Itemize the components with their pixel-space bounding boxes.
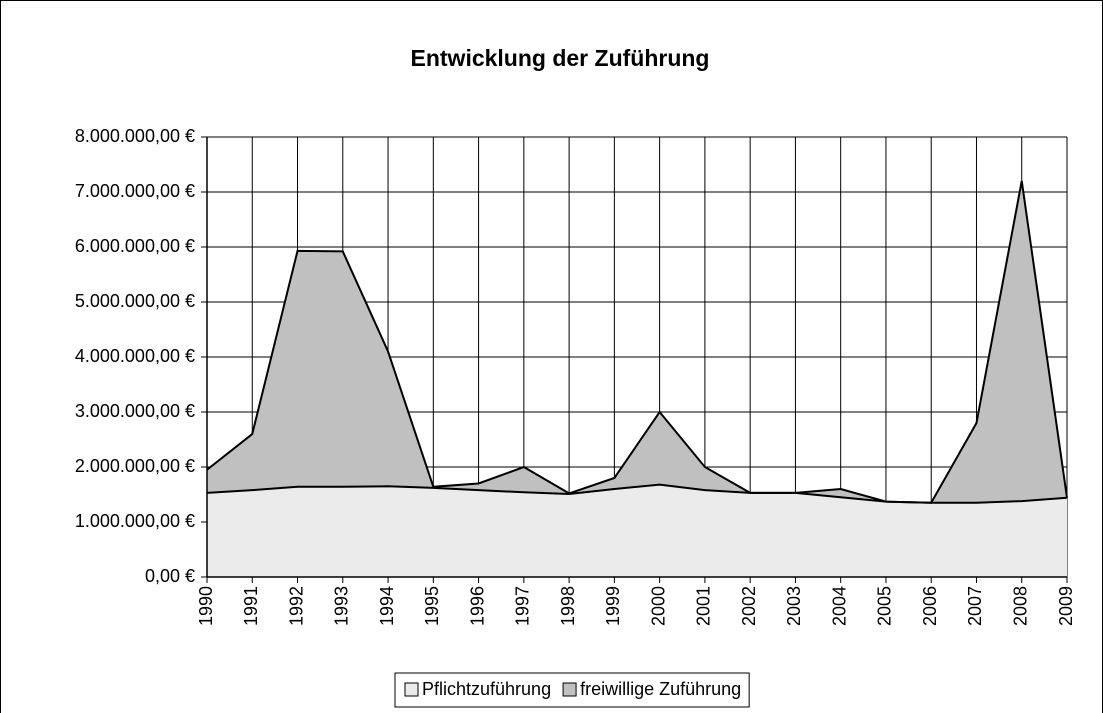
x-tick-label: 2004 (829, 586, 849, 626)
y-tick-label: 3.000.000,00 € (75, 401, 195, 421)
y-tick-label: 5.000.000,00 € (75, 291, 195, 311)
x-tick-label: 2009 (1056, 586, 1076, 626)
x-tick-label: 1995 (422, 586, 442, 626)
x-tick-label: 1994 (377, 586, 397, 626)
y-tick-label: 1.000.000,00 € (75, 511, 195, 531)
legend-swatch (562, 682, 577, 697)
y-tick-label: 8.000.000,00 € (75, 126, 195, 146)
x-tick-label: 1991 (241, 586, 261, 626)
legend-label: freiwillige Zuführung (580, 679, 741, 699)
x-tick-label: 2002 (739, 586, 759, 626)
x-tick-label: 1999 (603, 586, 623, 626)
x-tick-label: 2008 (1010, 586, 1030, 626)
x-tick-label: 1990 (196, 586, 216, 626)
y-tick-label: 4.000.000,00 € (75, 346, 195, 366)
x-tick-label: 2000 (648, 586, 668, 626)
x-tick-label: 1998 (558, 586, 578, 626)
area (207, 181, 1067, 503)
y-tick-label: 2.000.000,00 € (75, 456, 195, 476)
legend-label: Pflichtzuführung (422, 679, 551, 699)
y-tick-label: 6.000.000,00 € (75, 236, 195, 256)
x-tick-label: 2007 (965, 586, 985, 626)
x-tick-label: 2005 (875, 586, 895, 626)
y-tick-label: 0,00 € (145, 566, 195, 586)
x-tick-label: 1993 (332, 586, 352, 626)
x-tick-label: 1997 (513, 586, 533, 626)
x-tick-label: 1996 (467, 586, 487, 626)
x-tick-label: 2001 (694, 586, 714, 626)
legend-swatch (404, 682, 419, 697)
legend: Pflichtzuführung freiwillige Zuführung (394, 672, 750, 708)
x-tick-label: 1992 (286, 586, 306, 626)
x-tick-label: 2003 (784, 586, 804, 626)
chart-title: Entwicklung der Zuführung (411, 45, 710, 71)
area-line (206, 180, 1068, 504)
y-tick-label: 7.000.000,00 € (75, 181, 195, 201)
x-tick-label: 2006 (920, 586, 940, 626)
area (207, 484, 1067, 577)
